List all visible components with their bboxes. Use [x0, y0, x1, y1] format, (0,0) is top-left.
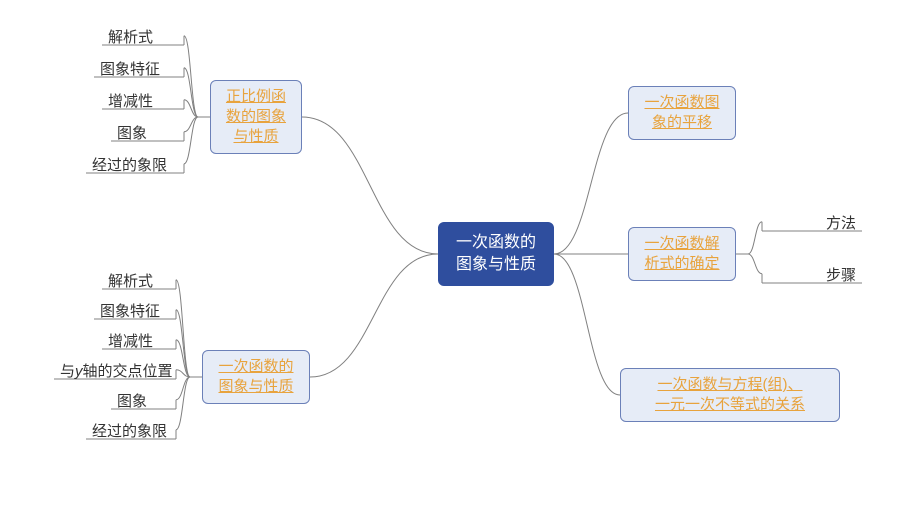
- right-node-relation[interactable]: 一次函数与方程(组)、一元一次不等式的关系: [620, 368, 840, 422]
- leaf-l1a: 解析式: [108, 26, 153, 47]
- right-node-analytic-det[interactable]: 一次函数解析式的确定: [628, 227, 736, 281]
- leaf-r2b: 步骤: [826, 264, 856, 285]
- leaf-l2a: 解析式: [108, 270, 153, 291]
- leaf-l2b: 图象特征: [100, 300, 160, 321]
- left-node-linear-func-label: 一次函数的图象与性质: [218, 357, 293, 398]
- right-node-translation[interactable]: 一次函数图象的平移: [628, 86, 736, 140]
- center-node-label: 一次函数的图象与性质: [456, 232, 536, 275]
- leaf-l2c: 增减性: [108, 330, 153, 351]
- leaf-r2a: 方法: [826, 212, 856, 233]
- leaf-l1d: 图象: [117, 122, 147, 143]
- leaf-l2f: 经过的象限: [92, 420, 167, 441]
- right-node-relation-label: 一次函数与方程(组)、一元一次不等式的关系: [655, 375, 805, 416]
- leaf-l2e: 图象: [117, 390, 147, 411]
- leaf-l1b: 图象特征: [100, 58, 160, 79]
- leaf-l1e: 经过的象限: [92, 154, 167, 175]
- right-node-translation-label: 一次函数图象的平移: [644, 93, 719, 134]
- leaf-l1c: 增减性: [108, 90, 153, 111]
- left-node-prop-func-label: 正比例函数的图象与性质: [226, 87, 286, 148]
- left-node-linear-func[interactable]: 一次函数的图象与性质: [202, 350, 310, 404]
- node-layer: 一次函数的图象与性质正比例函数的图象与性质解析式图象特征增减性图象经过的象限一次…: [0, 0, 920, 518]
- center-node[interactable]: 一次函数的图象与性质: [438, 222, 554, 286]
- right-node-analytic-det-label: 一次函数解析式的确定: [644, 234, 719, 275]
- leaf-l2d: 与y轴的交点位置: [60, 360, 173, 381]
- left-node-prop-func[interactable]: 正比例函数的图象与性质: [210, 80, 302, 154]
